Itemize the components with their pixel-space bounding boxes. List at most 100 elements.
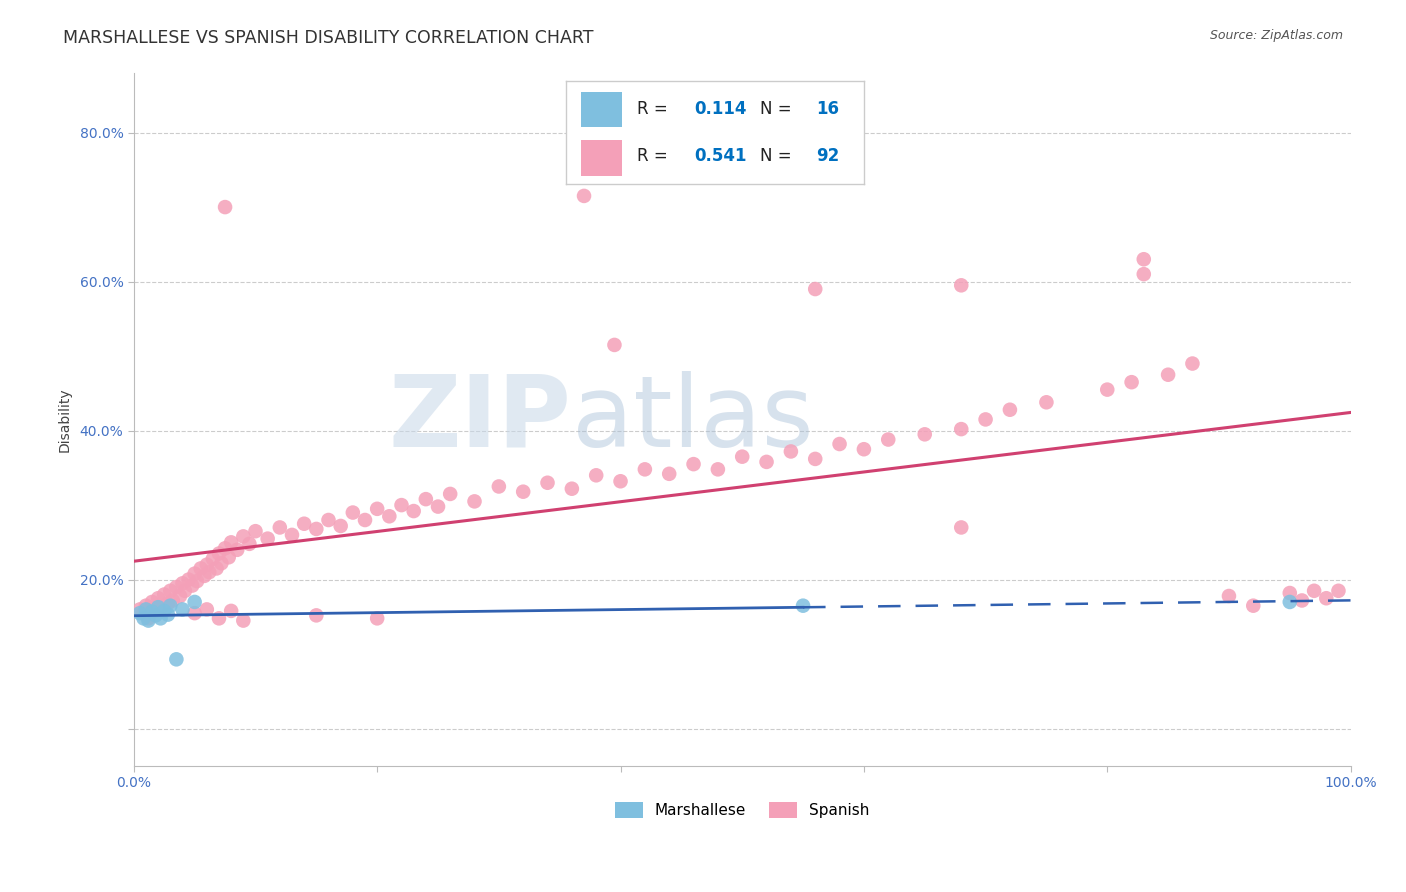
Point (1157, 368, 1180, 382)
Point (245, 524, 267, 538)
Point (292, 516, 315, 531)
Text: Source: ZipAtlas.com: Source: ZipAtlas.com (1209, 29, 1343, 42)
Point (232, 614, 254, 628)
Point (572, 189, 595, 203)
Point (138, 614, 160, 628)
Point (159, 583, 181, 598)
Point (232, 529, 254, 543)
Point (219, 604, 242, 618)
Point (342, 506, 364, 520)
Point (391, 498, 413, 512)
Point (201, 551, 224, 566)
Point (561, 482, 583, 496)
Point (208, 547, 231, 561)
Point (128, 602, 150, 616)
Point (1218, 589, 1240, 603)
Point (281, 528, 304, 542)
Point (1097, 383, 1119, 397)
Point (172, 602, 194, 616)
Point (974, 412, 997, 426)
Point (145, 608, 167, 623)
Point (488, 479, 510, 493)
Point (177, 573, 200, 587)
Point (190, 561, 212, 575)
Point (209, 556, 232, 570)
Point (159, 599, 181, 613)
Point (512, 484, 534, 499)
Point (156, 597, 179, 611)
Point (366, 501, 388, 516)
Point (1278, 595, 1301, 609)
Point (183, 566, 205, 581)
Legend: Marshallese, Spanish: Marshallese, Spanish (609, 796, 876, 824)
Point (153, 604, 176, 618)
Point (603, 338, 626, 352)
Point (804, 282, 827, 296)
Point (1278, 586, 1301, 600)
Point (415, 492, 437, 507)
Point (427, 500, 450, 514)
Point (877, 433, 900, 447)
Point (536, 475, 558, 490)
Point (366, 611, 388, 625)
Point (208, 611, 231, 625)
Point (634, 462, 657, 476)
Point (1315, 591, 1337, 606)
Point (181, 578, 204, 592)
Point (149, 611, 172, 625)
Point (156, 607, 179, 622)
Point (305, 608, 328, 623)
Text: atlas: atlas (572, 371, 814, 468)
Point (149, 601, 172, 615)
Point (792, 599, 814, 613)
Text: ZIP: ZIP (389, 371, 572, 468)
Point (439, 487, 461, 501)
Point (174, 583, 197, 598)
Point (165, 580, 187, 594)
Point (780, 444, 803, 458)
Point (153, 587, 176, 601)
Point (682, 457, 704, 471)
Point (195, 558, 218, 572)
Point (183, 606, 205, 620)
Point (205, 561, 228, 575)
Point (318, 513, 340, 527)
Point (305, 522, 328, 536)
Point (195, 602, 218, 616)
Point (193, 569, 215, 583)
Point (1121, 375, 1143, 389)
Point (138, 611, 160, 625)
Point (1035, 395, 1057, 409)
Point (585, 468, 607, 483)
Point (135, 599, 157, 613)
Point (329, 519, 352, 533)
Point (1303, 583, 1326, 598)
Point (169, 589, 191, 603)
Point (146, 600, 169, 615)
Point (135, 602, 157, 616)
Point (226, 542, 249, 557)
Point (804, 451, 827, 466)
Point (198, 565, 221, 579)
Point (658, 467, 681, 481)
Point (162, 593, 184, 607)
Point (998, 402, 1021, 417)
Point (269, 520, 291, 534)
Point (146, 591, 169, 606)
Point (402, 504, 425, 518)
Point (141, 605, 163, 619)
Point (354, 513, 377, 527)
Point (731, 450, 754, 464)
Point (218, 550, 240, 565)
Point (707, 462, 730, 476)
Point (132, 611, 155, 625)
Point (186, 574, 208, 588)
Point (1132, 252, 1154, 267)
Point (145, 604, 167, 618)
Point (128, 606, 150, 620)
Point (1181, 357, 1204, 371)
Point (238, 537, 260, 551)
Point (914, 427, 936, 442)
Point (183, 595, 205, 609)
Point (256, 532, 278, 546)
